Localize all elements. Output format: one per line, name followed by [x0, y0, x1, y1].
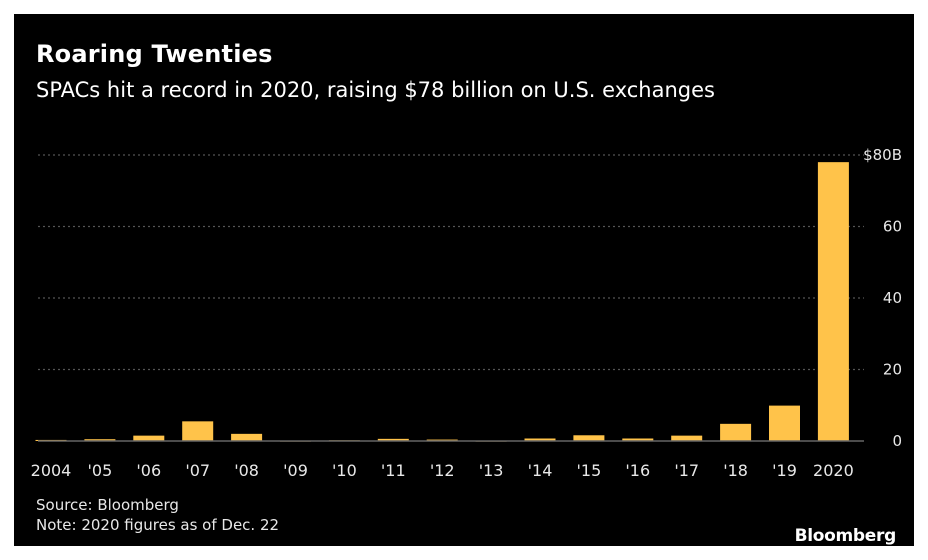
bar — [720, 423, 752, 441]
bar-chart: 0 20 40 60 $80B 2004 '05 '06 '07 '08 '09 '10 '11 '12… — [31, 146, 902, 480]
chart-subtitle: SPACs hit a record in 2020, raising $78 … — [36, 78, 715, 102]
bar — [622, 438, 654, 441]
x-tick-label: '19 — [772, 461, 797, 480]
x-tick-label: '13 — [479, 461, 504, 480]
y-tick-label: $80B — [863, 146, 902, 164]
bloomberg-logo: Bloomberg — [794, 526, 897, 546]
x-tick-label: '06 — [136, 461, 161, 480]
x-tick-label: '18 — [723, 461, 748, 480]
x-tick-label: '09 — [283, 461, 308, 480]
x-tick-label: 2004 — [31, 461, 72, 480]
y-tick-label: 60 — [883, 218, 902, 236]
bar — [231, 433, 263, 441]
x-tick-label: '05 — [88, 461, 113, 480]
bar — [671, 435, 703, 441]
bar — [524, 438, 556, 441]
x-tick-label: '17 — [674, 461, 699, 480]
chart-frame: Roaring Twenties SPACs hit a record in 2… — [14, 14, 914, 546]
bar — [84, 439, 116, 441]
y-tick-label: 20 — [883, 361, 902, 379]
bar — [182, 421, 214, 441]
figures-note: Note: 2020 figures as of Dec. 22 — [36, 516, 280, 534]
y-axis-ticks: 0 20 40 60 $80B — [863, 146, 902, 450]
x-tick-label: '10 — [332, 461, 357, 480]
x-axis-ticks: 2004 '05 '06 '07 '08 '09 '10 '11 '12 '13 '14 '15 '16… — [31, 461, 854, 480]
x-tick-label: 2020 — [813, 461, 854, 480]
x-tick-label: '16 — [625, 461, 650, 480]
source-note: Source: Bloomberg — [36, 496, 179, 514]
x-tick-label: '11 — [381, 461, 406, 480]
bars — [35, 162, 849, 442]
bar — [817, 162, 849, 441]
y-tick-label: 0 — [892, 432, 902, 450]
bar — [377, 438, 409, 441]
chart-title: Roaring Twenties — [36, 40, 273, 68]
bar — [769, 405, 800, 441]
bar — [133, 435, 165, 441]
x-tick-label: '07 — [185, 461, 210, 480]
x-tick-label: '08 — [234, 461, 259, 480]
x-tick-label: '15 — [577, 461, 602, 480]
bar — [573, 435, 605, 441]
y-tick-label: 40 — [883, 289, 902, 307]
x-tick-label: '12 — [430, 461, 455, 480]
gridlines — [38, 154, 864, 371]
x-tick-label: '14 — [528, 461, 553, 480]
